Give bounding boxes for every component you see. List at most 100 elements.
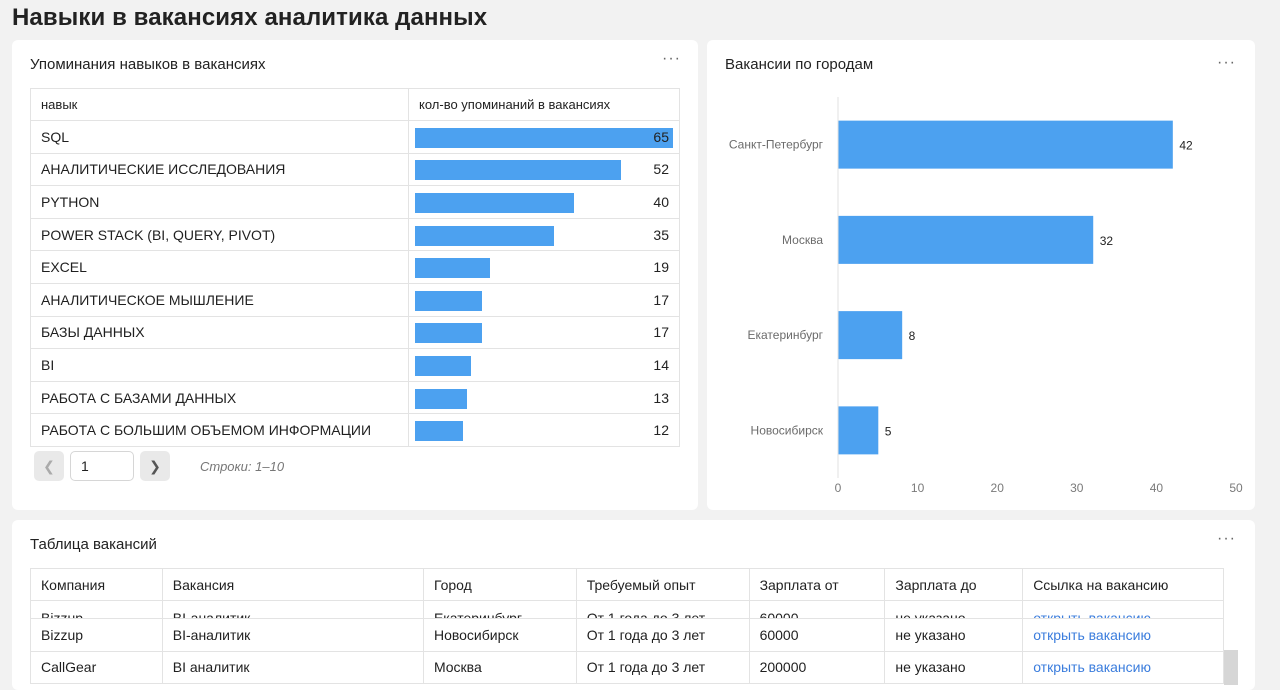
city-category-label: Новосибирск: [751, 423, 824, 437]
table-row: Bizzup BI-аналитик Новосибирск От 1 года до…: [30, 618, 1224, 652]
skill-name: АНАЛИТИЧЕСКИЕ ИССЛЕДОВАНИЯ: [30, 152, 409, 187]
open-vacancy-link[interactable]: открыть вакансию: [1033, 626, 1151, 643]
cell-salary-from: 200000: [748, 650, 886, 685]
cell-city: Москва: [422, 650, 577, 685]
city-bar[interactable]: [838, 120, 1173, 169]
skill-count-bar: [415, 323, 483, 344]
skills-table: навык кол-во упоминаний в вакансиях SQL 6…: [30, 88, 680, 447]
pagination: ❮ 1 ❯ Строки: 1–10: [34, 451, 284, 481]
skill-count-cell: 40: [408, 185, 680, 219]
next-page-button[interactable]: ❯: [140, 451, 170, 481]
city-bar-value-label: 5: [885, 424, 892, 438]
skill-count-value: 40: [653, 193, 669, 210]
cell-company: Bizzup: [30, 600, 163, 619]
column-header[interactable]: Вакансия: [161, 568, 424, 601]
column-header[interactable]: Ссылка на вакансию: [1022, 568, 1224, 601]
column-header-count[interactable]: кол-во упоминаний в вакансиях: [408, 88, 680, 121]
table-row: РАБОТА С БАЗАМИ ДАННЫХ 13: [30, 380, 680, 415]
column-header[interactable]: Город: [422, 568, 577, 601]
skill-count-bar: [415, 160, 622, 181]
cell-company: Bizzup: [30, 618, 163, 652]
cell-salary-to: не указано: [884, 618, 1024, 652]
table-row: АНАЛИТИЧЕСКИЕ ИССЛЕДОВАНИЯ 52: [30, 152, 680, 187]
skill-count-bar: [415, 355, 471, 376]
city-bar-value-label: 32: [1100, 234, 1114, 248]
open-vacancy-link[interactable]: открыть вакансию: [1033, 610, 1151, 619]
x-tick-label: 30: [1070, 481, 1084, 495]
skill-count-bar: [415, 258, 491, 279]
skill-count-bar: [415, 421, 463, 442]
cell-city: Новосибирск: [422, 618, 577, 652]
skill-count-bar: [415, 388, 467, 409]
table-row: РАБОТА С БОЛЬШИМ ОБЪЕМОМ ИНФОРМАЦИИ 12: [30, 413, 680, 447]
table-row: POWER STACK (BI, QUERY, PIVOT) 35: [30, 217, 680, 252]
page-number-input[interactable]: 1: [70, 451, 134, 481]
city-bar[interactable]: [838, 311, 903, 360]
vacancies-scrollbar[interactable]: [1224, 650, 1238, 685]
vacancies-table: Компания Вакансия Город Требуемый опыт Зарпл…: [30, 568, 1224, 685]
page-title: Навыки в вакансиях аналитика данных: [12, 4, 488, 31]
column-header-skill[interactable]: навык: [30, 88, 409, 121]
city-bar[interactable]: [838, 406, 879, 455]
column-header[interactable]: Требуемый опыт: [575, 568, 750, 601]
x-tick-label: 20: [991, 481, 1005, 495]
skill-count-bar: [415, 290, 483, 311]
skill-count-cell: 14: [408, 348, 680, 382]
skill-name: РАБОТА С БАЗАМИ ДАННЫХ: [30, 380, 409, 415]
skill-name: POWER STACK (BI, QUERY, PIVOT): [30, 217, 409, 252]
skill-name: EXCEL: [30, 250, 409, 284]
table-row: Bizzup BI-аналитик Екатеринбург От 1 года д…: [30, 600, 1224, 619]
cell-link: открыть вакансию: [1022, 600, 1224, 619]
skill-count-value: 17: [653, 291, 669, 308]
skill-name: BI: [30, 348, 409, 382]
skill-count-bar: [415, 225, 554, 246]
skill-name: РАБОТА С БОЛЬШИМ ОБЪЕМОМ ИНФОРМАЦИИ: [30, 413, 409, 447]
x-tick-label: 0: [835, 481, 842, 495]
skill-count-cell: 13: [408, 380, 680, 415]
table-row: SQL 65: [30, 120, 680, 154]
open-vacancy-link[interactable]: открыть вакансию: [1033, 659, 1151, 676]
skill-name: PYTHON: [30, 185, 409, 219]
cell-city: Екатеринбург: [422, 600, 577, 619]
cell-company: CallGear: [30, 650, 163, 685]
skills-card: Упоминания навыков в вакансиях ··· навык…: [12, 40, 698, 510]
cell-vacancy: BI аналитик: [161, 650, 424, 685]
skill-count-value: 14: [653, 356, 669, 373]
skill-count-cell: 19: [408, 250, 680, 284]
table-row: EXCEL 19: [30, 250, 680, 284]
cell-link: открыть вакансию: [1022, 618, 1224, 652]
column-header[interactable]: Зарплата до: [884, 568, 1024, 601]
column-header[interactable]: Зарплата от: [748, 568, 886, 601]
skill-count-cell: 35: [408, 217, 680, 252]
cell-experience: От 1 года до 3 лет: [575, 650, 750, 685]
skill-name: АНАЛИТИЧЕСКОЕ МЫШЛЕНИЕ: [30, 282, 409, 317]
city-card: Вакансии по городам ··· Санкт-Петербург 4…: [707, 40, 1255, 510]
skills-card-title: Упоминания навыков в вакансиях: [30, 56, 266, 73]
city-category-label: Москва: [782, 233, 823, 247]
city-bar[interactable]: [838, 215, 1094, 264]
table-row: PYTHON 40: [30, 185, 680, 219]
city-card-menu-icon[interactable]: ···: [1217, 54, 1236, 71]
table-row: BI 14: [30, 348, 680, 382]
vacancies-card-menu-icon[interactable]: ···: [1217, 530, 1236, 547]
vacancies-table-viewport[interactable]: Компания Вакансия Город Требуемый опыт Зарпл…: [30, 568, 1226, 685]
skill-count-value: 35: [653, 226, 669, 243]
skill-name: БАЗЫ ДАННЫХ: [30, 315, 409, 350]
cell-salary-from: 60000: [748, 600, 886, 619]
cell-vacancy: BI-аналитик: [161, 618, 424, 652]
skill-count-cell: 65: [408, 120, 680, 154]
cell-salary-from: 60000: [748, 618, 886, 652]
rows-info: Строки: 1–10: [200, 458, 285, 474]
table-row: CallGear BI аналитик Москва От 1 года до 3 …: [30, 650, 1224, 685]
vacancies-card-title: Таблица вакансий: [30, 536, 157, 553]
city-category-label: Санкт-Петербург: [729, 138, 824, 152]
prev-page-button[interactable]: ❮: [34, 451, 64, 481]
skill-count-value: 19: [653, 259, 669, 276]
cell-experience: От 1 года до 3 лет: [575, 600, 750, 619]
skill-count-value: 65: [653, 128, 669, 145]
chevron-left-icon: ❮: [43, 457, 55, 474]
cell-link: открыть вакансию: [1022, 650, 1224, 685]
column-header[interactable]: Компания: [30, 568, 163, 601]
skill-count-bar: [415, 192, 574, 213]
skills-card-menu-icon[interactable]: ···: [662, 50, 681, 67]
